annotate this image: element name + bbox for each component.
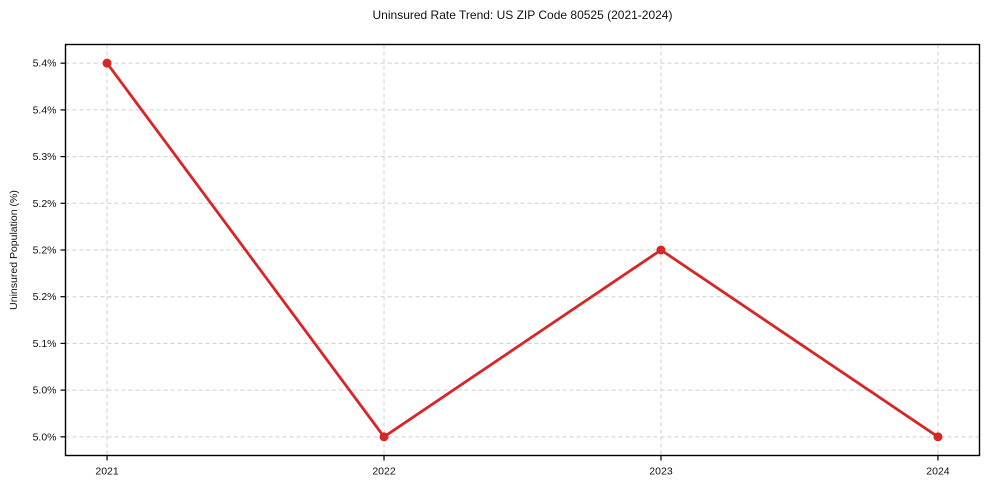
- chart-title: Uninsured Rate Trend: US ZIP Code 80525 …: [372, 8, 673, 22]
- y-tick-label: 5.4%: [33, 58, 57, 70]
- y-tick-label: 5.2%: [33, 198, 57, 210]
- data-point-marker: [102, 58, 112, 68]
- y-tick-label: 5.0%: [33, 431, 57, 443]
- x-tick-label: 2021: [95, 466, 119, 478]
- x-tick-label: 2023: [649, 466, 673, 478]
- y-tick-label: 5.2%: [33, 291, 57, 303]
- y-tick-label: 5.0%: [33, 385, 57, 397]
- y-tick-label: 5.3%: [33, 151, 57, 163]
- y-tick-label: 5.1%: [33, 338, 57, 350]
- trend-line: [105, 61, 940, 439]
- y-tick-label: 5.2%: [33, 245, 57, 257]
- x-tick-label: 2022: [372, 466, 396, 478]
- data-point-marker: [379, 432, 389, 442]
- x-tick-label: 2024: [926, 466, 950, 478]
- data-point-marker: [933, 432, 943, 442]
- y-tick-label: 5.4%: [33, 104, 57, 116]
- data-point-marker: [656, 245, 666, 255]
